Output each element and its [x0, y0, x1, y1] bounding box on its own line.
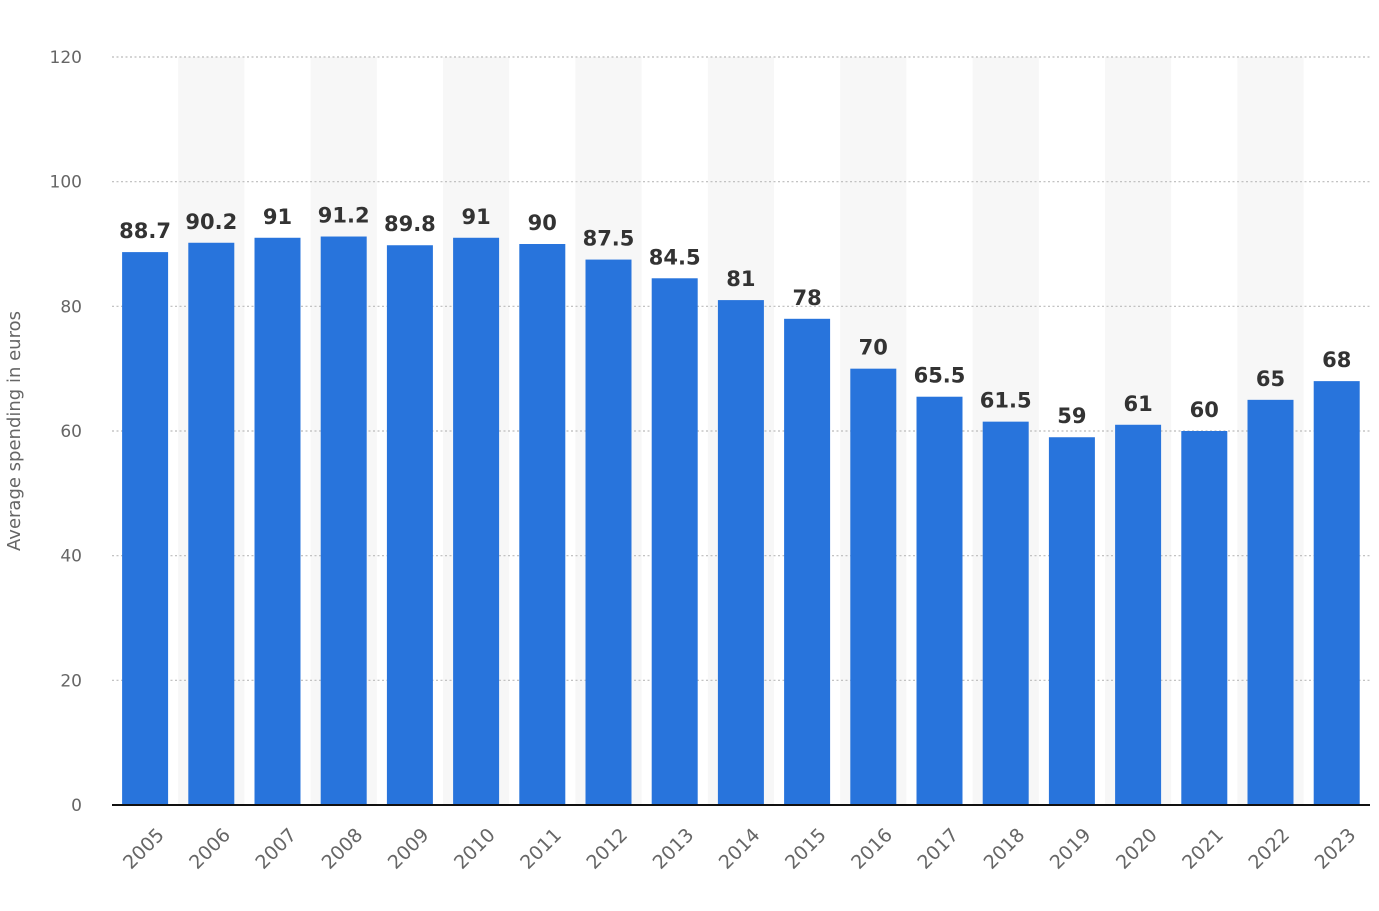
- x-tick-label-2008: 2008: [318, 824, 368, 874]
- x-tick-label-2015: 2015: [781, 824, 831, 874]
- x-tick-label-2022: 2022: [1244, 824, 1294, 874]
- bar-2023[interactable]: [1313, 381, 1360, 805]
- bar-2012[interactable]: [585, 259, 632, 805]
- y-axis-ticks: 0 20 40 60 80 100 120: [50, 48, 82, 816]
- x-tick-label-2018: 2018: [980, 824, 1030, 874]
- data-label-2016: 70: [859, 336, 888, 360]
- bar-2014[interactable]: [717, 300, 764, 805]
- data-label-2021: 60: [1190, 398, 1219, 422]
- data-label-2020: 61: [1123, 392, 1152, 416]
- x-tick-label-2014: 2014: [715, 824, 765, 874]
- x-tick-label-2023: 2023: [1311, 824, 1361, 874]
- data-label-2010: 91: [461, 205, 490, 229]
- bar-2006[interactable]: [188, 242, 235, 806]
- data-label-2018: 61.5: [980, 389, 1032, 413]
- bar-2007[interactable]: [254, 237, 301, 805]
- x-tick-label-2019: 2019: [1046, 824, 1096, 874]
- x-tick-label-2012: 2012: [582, 824, 632, 874]
- data-label-2012: 87.5: [583, 227, 635, 251]
- data-label-2014: 81: [726, 267, 755, 291]
- bar-2022[interactable]: [1247, 399, 1294, 805]
- bar-2011[interactable]: [519, 244, 566, 805]
- data-label-2005: 88.7: [119, 219, 171, 243]
- y-tick-label: 40: [60, 547, 82, 567]
- data-label-2015: 78: [792, 286, 821, 310]
- x-tick-label-2013: 2013: [649, 824, 699, 874]
- x-tick-label-2010: 2010: [450, 824, 500, 874]
- data-label-2009: 89.8: [384, 212, 436, 236]
- bar-2015[interactable]: [784, 318, 831, 805]
- x-tick-label-2020: 2020: [1112, 824, 1162, 874]
- data-label-2008: 91.2: [318, 204, 370, 228]
- bar-2009[interactable]: [386, 245, 433, 805]
- bar-2016[interactable]: [850, 368, 897, 805]
- data-labels: 88.7 90.2 91 91.2 89.8 91 90 87.5 84.5 81 78 70 65.5…: [119, 204, 1351, 429]
- x-tick-label-2006: 2006: [185, 824, 235, 874]
- x-tick-label-2017: 2017: [913, 824, 963, 874]
- y-tick-label: 100: [50, 173, 82, 193]
- data-label-2013: 84.5: [649, 245, 701, 269]
- bars: [122, 236, 1360, 806]
- y-axis-title: Average spending in euros: [4, 311, 25, 551]
- data-label-2019: 59: [1057, 404, 1086, 428]
- y-tick-label: 80: [60, 297, 82, 317]
- x-tick-label-2011: 2011: [516, 824, 566, 874]
- x-tick-label-2005: 2005: [119, 824, 169, 874]
- x-tick-label-2016: 2016: [847, 824, 897, 874]
- bar-2010[interactable]: [453, 237, 500, 805]
- x-tick-label-2007: 2007: [251, 824, 301, 874]
- bar-2021[interactable]: [1181, 431, 1228, 805]
- bar-2008[interactable]: [320, 236, 367, 805]
- bar-2018[interactable]: [982, 421, 1029, 805]
- bar-2017[interactable]: [916, 396, 963, 805]
- y-tick-label: 60: [60, 422, 82, 442]
- data-label-2011: 90: [528, 211, 557, 235]
- data-label-2023: 68: [1322, 348, 1351, 372]
- y-tick-label: 20: [60, 671, 82, 691]
- x-axis-ticks: 2005 2006 2007 2008 2009 2010 2011 2012 2013 2014…: [119, 824, 1360, 874]
- data-label-2017: 65.5: [914, 364, 966, 388]
- data-label-2006: 90.2: [185, 210, 237, 234]
- bar-2019[interactable]: [1048, 437, 1095, 805]
- bar-2013[interactable]: [651, 278, 698, 805]
- data-label-2007: 91: [263, 205, 292, 229]
- bar-2005[interactable]: [122, 252, 169, 805]
- bar-2020[interactable]: [1115, 424, 1162, 805]
- x-tick-label-2021: 2021: [1178, 824, 1228, 874]
- data-label-2022: 65: [1256, 367, 1285, 391]
- y-tick-label: 0: [71, 796, 82, 816]
- y-tick-label: 120: [50, 48, 82, 68]
- x-tick-label-2009: 2009: [384, 824, 434, 874]
